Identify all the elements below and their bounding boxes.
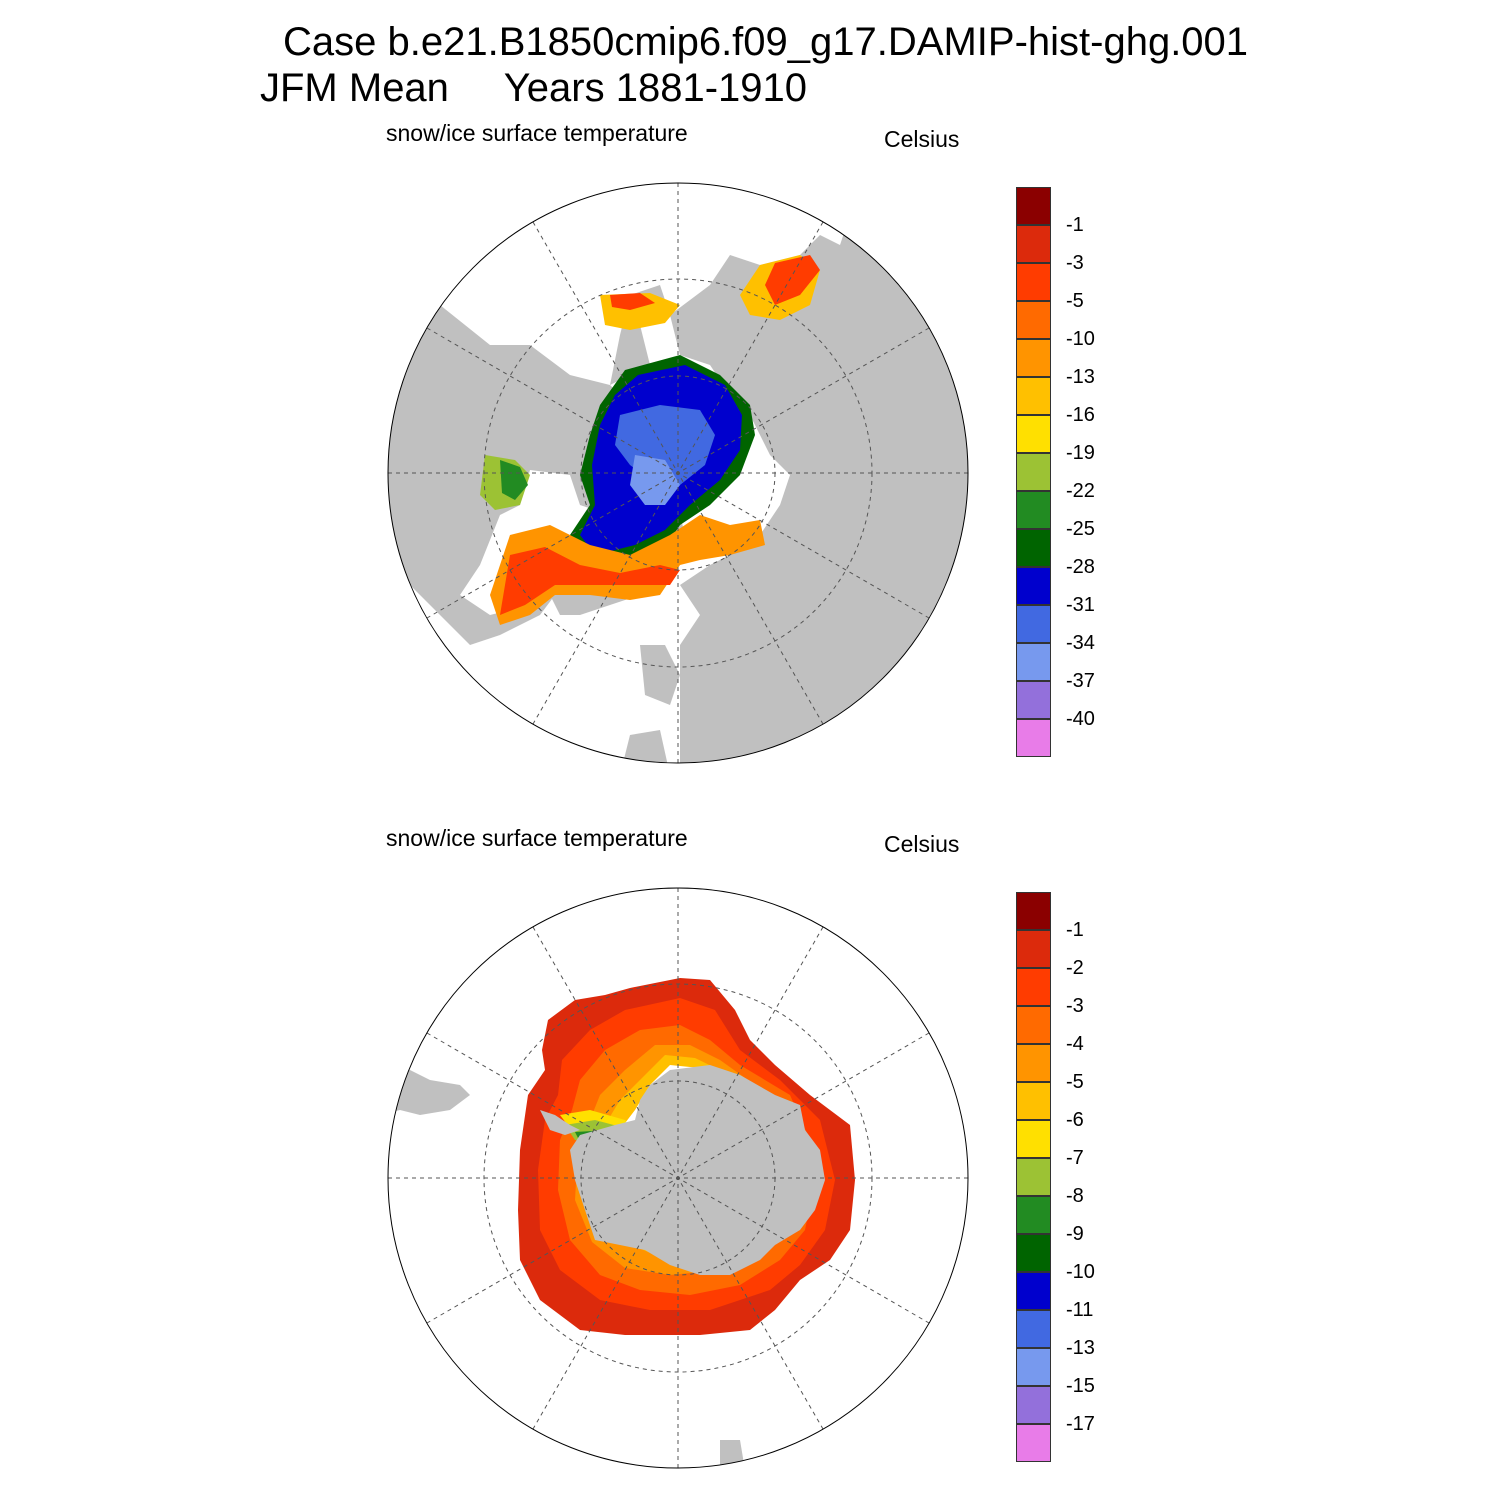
north-colorbar-label: -5 <box>1066 290 1084 312</box>
north-colorbar-box-4 <box>1016 339 1051 377</box>
south-colorbar-label: -1 <box>1066 919 1084 941</box>
north-colorbar-label: -34 <box>1066 632 1095 654</box>
south-colorbar-label: -9 <box>1066 1223 1084 1245</box>
south-landmass <box>388 1060 825 1468</box>
north-colorbar-box-8 <box>1016 491 1051 529</box>
north-variable-label: snow/ice surface temperature <box>386 120 688 146</box>
north-colorbar-box-11 <box>1016 605 1051 643</box>
north-sea-ice-field <box>480 255 820 625</box>
south-colorbar-label: -5 <box>1066 1071 1084 1093</box>
south-variable-label: snow/ice surface temperature <box>386 825 688 851</box>
north-colorbar-label: -16 <box>1066 404 1095 426</box>
south-colorbar-label: -11 <box>1066 1299 1094 1321</box>
north-graticule <box>388 183 968 763</box>
north-colorbar-label: -19 <box>1066 442 1095 464</box>
north-colorbar-label: -10 <box>1066 328 1095 350</box>
south-colorbar-label: -10 <box>1066 1261 1095 1283</box>
north-colorbar-box-12 <box>1016 643 1051 681</box>
south-map-border <box>387 887 969 1469</box>
south-colorbar-box-14 <box>1016 1424 1051 1462</box>
north-units-label: Celsius <box>884 126 960 152</box>
south-colorbar-box-0 <box>1016 892 1051 930</box>
north-colorbar-box-3 <box>1016 301 1051 339</box>
north-colorbar-label: -25 <box>1066 518 1095 540</box>
south-colorbar-label: -3 <box>1066 995 1084 1017</box>
north-colorbar-label: -31 <box>1066 594 1095 616</box>
south-colorbar-box-5 <box>1016 1082 1051 1120</box>
north-colorbar-box-10 <box>1016 567 1051 605</box>
south-units-label: Celsius <box>884 831 960 857</box>
south-colorbar-label: -17 <box>1066 1413 1095 1435</box>
south-colorbar-label: -13 <box>1066 1337 1095 1359</box>
north-colorbar-label: -13 <box>1066 366 1095 388</box>
north-colorbar-label: -3 <box>1066 252 1084 274</box>
north-colorbar-label: -37 <box>1066 670 1095 692</box>
south-colorbar-box-9 <box>1016 1234 1051 1272</box>
north-colorbar-label: -1 <box>1066 214 1084 236</box>
south-polar-map <box>387 887 969 1469</box>
north-landmass <box>388 215 968 763</box>
south-colorbar-box-11 <box>1016 1310 1051 1348</box>
south-colorbar-box-10 <box>1016 1272 1051 1310</box>
north-colorbar-label: -28 <box>1066 556 1095 578</box>
south-colorbar-label: -8 <box>1066 1185 1084 1207</box>
south-colorbar-box-13 <box>1016 1386 1051 1424</box>
north-colorbar-box-7 <box>1016 453 1051 491</box>
south-colorbar-box-1 <box>1016 930 1051 968</box>
south-colorbar-box-8 <box>1016 1196 1051 1234</box>
south-colorbar-box-4 <box>1016 1044 1051 1082</box>
north-colorbar-label: -22 <box>1066 480 1095 502</box>
south-colorbar-label: -7 <box>1066 1147 1084 1169</box>
plot-title-period: JFM Mean Years 1881-1910 <box>260 66 807 110</box>
south-colorbar-label: -2 <box>1066 957 1084 979</box>
north-map-border <box>387 182 969 764</box>
north-colorbar-box-1 <box>1016 225 1051 263</box>
north-colorbar-box-6 <box>1016 415 1051 453</box>
north-colorbar-label: -40 <box>1066 708 1095 730</box>
south-colorbar-box-12 <box>1016 1348 1051 1386</box>
south-graticule <box>388 888 968 1468</box>
south-colorbar-box-6 <box>1016 1120 1051 1158</box>
south-colorbar-box-3 <box>1016 1006 1051 1044</box>
south-colorbar-label: -6 <box>1066 1109 1084 1131</box>
north-polar-map <box>387 182 969 764</box>
north-colorbar-box-14 <box>1016 719 1051 757</box>
north-colorbar-box-2 <box>1016 263 1051 301</box>
south-colorbar-box-2 <box>1016 968 1051 1006</box>
plot-title-case: Case b.e21.B1850cmip6.f09_g17.DAMIP-hist… <box>283 20 1249 64</box>
north-colorbar-box-9 <box>1016 529 1051 567</box>
south-colorbar-label: -15 <box>1066 1375 1095 1397</box>
south-colorbar-box-7 <box>1016 1158 1051 1196</box>
north-colorbar-box-5 <box>1016 377 1051 415</box>
north-colorbar-box-0 <box>1016 187 1051 225</box>
north-colorbar-box-13 <box>1016 681 1051 719</box>
south-colorbar-label: -4 <box>1066 1033 1084 1055</box>
